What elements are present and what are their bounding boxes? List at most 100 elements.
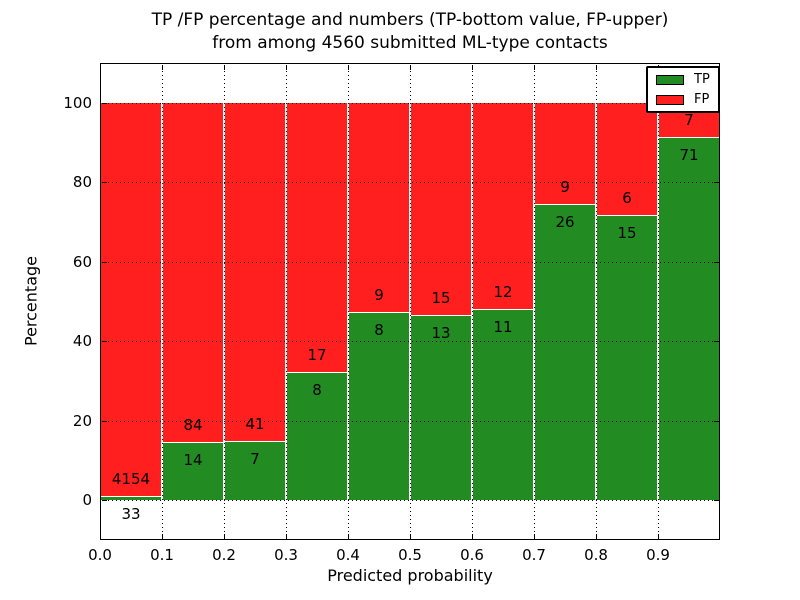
- x-tick-mark: [596, 534, 597, 539]
- fp-bar-segment: [534, 102, 596, 205]
- tp-count-label: 11: [493, 318, 513, 337]
- x-tick-label: 0.2: [212, 546, 236, 564]
- y-tick-mark: [713, 261, 719, 263]
- x-gridline: [162, 63, 163, 540]
- x-tick-label: 0.4: [336, 546, 360, 564]
- fp-count-label: 6: [622, 189, 632, 208]
- x-gridline: [658, 63, 659, 540]
- fp-count-label: 7: [684, 111, 694, 130]
- tp-bar-segment: [286, 373, 348, 501]
- tp-bar-segment: [472, 310, 534, 501]
- tp-bar-segment: [596, 216, 658, 501]
- tp-bar-segment: [410, 315, 472, 501]
- x-gridline: [348, 63, 349, 540]
- legend-label-tp: TP: [694, 72, 710, 87]
- tp-count-label: 8: [374, 321, 384, 340]
- tp-count-label: 33: [121, 505, 141, 524]
- x-tick-mark: [658, 534, 659, 539]
- y-tick-mark: [101, 102, 107, 104]
- x-tick-mark: [410, 534, 411, 539]
- x-tick-label: 0.8: [584, 546, 608, 564]
- legend-item-fp: FP: [656, 93, 710, 106]
- tp-count-label: 13: [431, 323, 451, 342]
- y-tick-mark: [101, 261, 107, 263]
- chart-title: TP /FP percentage and numbers (TP-bottom…: [90, 9, 730, 55]
- y-tick-mark: [713, 341, 719, 343]
- tp-count-label: 15: [617, 224, 637, 243]
- chart-title-line1: TP /FP percentage and numbers (TP-bottom…: [151, 10, 669, 30]
- y-tick-label: 40: [72, 332, 92, 351]
- legend: TP FP: [646, 66, 720, 113]
- fp-count-label: 41: [245, 415, 265, 434]
- x-axis-label: Predicted probability: [327, 566, 493, 585]
- x-gridline: [286, 63, 287, 540]
- x-gridline: [534, 63, 535, 540]
- x-tick-label: 0.3: [274, 546, 298, 564]
- tp-count-label: 8: [312, 381, 322, 400]
- tp-count-label: 7: [250, 450, 260, 469]
- tp-bar-segment: [348, 313, 410, 501]
- x-tick-mark: [286, 64, 287, 70]
- y-tick-label: 80: [72, 173, 92, 192]
- y-tick-mark: [101, 500, 107, 502]
- legend-item-tp: TP: [656, 73, 710, 86]
- tp-count-label: 71: [679, 146, 699, 165]
- x-tick-mark: [534, 534, 535, 539]
- fp-count-label: 15: [431, 288, 451, 307]
- x-tick-mark: [224, 534, 225, 539]
- y-tick-mark: [713, 182, 719, 184]
- x-tick-mark: [162, 534, 163, 539]
- fp-count-label: 17: [307, 346, 327, 365]
- x-gridline: [596, 63, 597, 540]
- fp-count-label: 9: [560, 177, 570, 196]
- tp-bar-segment: [162, 443, 224, 501]
- tp-bar-segment: [658, 138, 720, 501]
- fp-bar-segment: [100, 102, 162, 498]
- legend-label-fp: FP: [694, 92, 710, 107]
- fp-bar-segment: [224, 102, 286, 443]
- x-gridline: [472, 63, 473, 540]
- y-tick-mark: [713, 500, 719, 502]
- fp-count-label: 9: [374, 286, 384, 305]
- plot-area: TP FP 4154 33 84 14 41 7 17 8 9 8 15 13 12 11 9 26 6 15 7 7…: [100, 63, 720, 540]
- x-gridline: [410, 63, 411, 540]
- tp-count-label: 14: [183, 451, 203, 470]
- x-tick-mark: [286, 534, 287, 539]
- x-gridline: [224, 63, 225, 540]
- x-tick-label: 0.5: [398, 546, 422, 564]
- x-tick-mark: [410, 64, 411, 70]
- x-tick-mark: [472, 534, 473, 539]
- fp-count-label: 4154: [111, 470, 151, 489]
- x-tick-label: 0.9: [646, 546, 670, 564]
- y-tick-mark: [101, 341, 107, 343]
- chart-title-line2: from among 4560 submitted ML-type contac…: [212, 33, 608, 53]
- fp-count-label: 12: [493, 283, 513, 302]
- y-axis-label: Percentage: [21, 255, 41, 347]
- fp-bar-segment: [348, 102, 410, 314]
- x-tick-mark: [100, 64, 101, 70]
- x-tick-mark: [100, 534, 101, 539]
- tp-swatch-icon: [656, 74, 684, 85]
- x-tick-label: 0.7: [522, 546, 546, 564]
- fp-bar-segment: [410, 102, 472, 316]
- tp-count-label: 26: [555, 212, 575, 231]
- x-tick-mark: [596, 64, 597, 70]
- fp-bar-segment: [162, 102, 224, 444]
- x-tick-mark: [162, 64, 163, 70]
- fp-swatch-icon: [656, 94, 684, 105]
- x-tick-label: 0.0: [88, 546, 112, 564]
- x-tick-mark: [348, 534, 349, 539]
- fp-bar-segment: [472, 102, 534, 311]
- tp-bar-segment: [224, 442, 286, 501]
- x-tick-mark: [534, 64, 535, 70]
- y-tick-label: 20: [72, 411, 92, 430]
- x-tick-label: 0.1: [150, 546, 174, 564]
- x-tick-mark: [224, 64, 225, 70]
- y-tick-label: 60: [72, 252, 92, 271]
- x-tick-mark: [348, 64, 349, 70]
- y-tick-mark: [713, 420, 719, 422]
- x-tick-mark: [472, 64, 473, 70]
- y-tick-label: 100: [63, 93, 92, 112]
- y-tick-mark: [101, 182, 107, 184]
